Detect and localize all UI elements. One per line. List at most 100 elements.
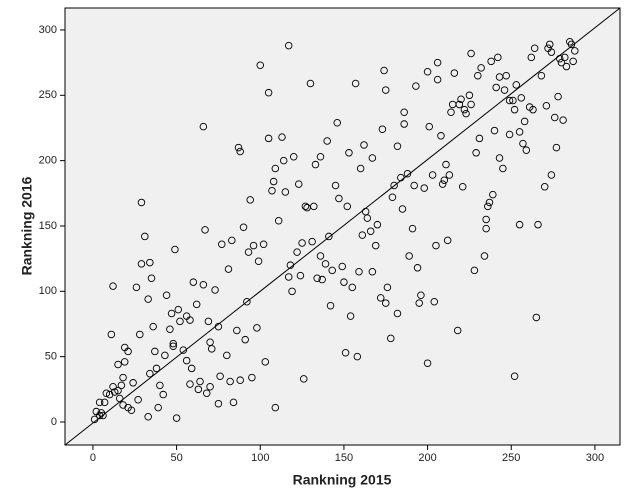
point — [338, 262, 346, 271]
point — [174, 305, 183, 314]
point — [162, 291, 171, 299]
point — [95, 398, 104, 407]
point — [248, 373, 256, 382]
point — [542, 101, 551, 110]
point — [351, 79, 360, 88]
point — [90, 415, 99, 424]
point — [480, 252, 489, 260]
point — [144, 413, 152, 421]
point — [341, 348, 350, 357]
point — [348, 283, 357, 292]
point — [358, 231, 367, 239]
point — [316, 152, 325, 161]
point — [156, 381, 164, 390]
point — [530, 44, 539, 53]
point — [437, 132, 445, 140]
point — [442, 160, 450, 169]
point — [510, 372, 519, 381]
point — [298, 239, 306, 247]
point — [343, 202, 352, 211]
point — [218, 240, 226, 249]
point — [408, 224, 417, 233]
point — [172, 414, 181, 422]
point — [141, 232, 149, 241]
point — [284, 41, 293, 50]
point — [149, 322, 157, 331]
point — [127, 406, 136, 414]
point — [492, 83, 500, 92]
point — [169, 342, 178, 350]
point — [505, 130, 514, 139]
point — [557, 58, 566, 67]
point — [129, 379, 137, 387]
point — [445, 171, 454, 179]
point — [487, 57, 495, 66]
point — [432, 241, 440, 250]
y-tick-label: 100 — [39, 285, 57, 297]
point — [204, 317, 213, 326]
point — [534, 220, 542, 229]
point — [206, 382, 214, 391]
point — [519, 139, 527, 148]
point — [346, 312, 355, 320]
point — [278, 133, 286, 141]
point — [390, 181, 398, 190]
point — [477, 64, 485, 72]
point — [465, 91, 474, 100]
point — [114, 360, 122, 369]
point — [425, 122, 434, 131]
point — [405, 252, 413, 260]
point — [214, 322, 223, 331]
point — [236, 147, 244, 156]
point — [489, 190, 497, 199]
point — [510, 105, 519, 114]
point — [268, 186, 276, 195]
point — [400, 120, 408, 128]
point — [353, 352, 362, 361]
point — [146, 369, 154, 378]
point — [505, 96, 514, 105]
diagonal-line — [64, 7, 621, 446]
point — [326, 301, 335, 310]
point — [134, 396, 142, 404]
point — [100, 398, 109, 407]
point — [420, 184, 428, 192]
point — [236, 376, 244, 384]
point — [378, 125, 387, 134]
point — [380, 66, 388, 75]
point — [490, 126, 499, 135]
point — [211, 286, 219, 294]
point — [271, 403, 280, 412]
point — [567, 40, 576, 49]
point — [224, 265, 233, 273]
point — [259, 240, 268, 249]
point — [552, 143, 561, 152]
point — [485, 198, 494, 207]
point — [253, 324, 261, 332]
point — [119, 373, 127, 382]
point — [556, 54, 564, 63]
point — [306, 79, 315, 88]
point — [109, 382, 117, 391]
point — [509, 96, 517, 105]
point — [301, 202, 310, 211]
point — [460, 105, 469, 114]
point — [161, 351, 169, 360]
point — [502, 71, 510, 80]
point — [223, 351, 231, 360]
point — [428, 171, 437, 179]
point — [202, 389, 211, 398]
point — [109, 282, 117, 290]
point — [475, 134, 484, 143]
point — [457, 95, 465, 103]
point — [114, 386, 122, 395]
point — [345, 149, 353, 157]
y-tick-label: 0 — [51, 416, 57, 428]
point — [229, 398, 238, 407]
point — [154, 403, 162, 412]
point — [443, 236, 452, 245]
point — [269, 177, 278, 186]
point — [515, 220, 524, 229]
point — [467, 49, 475, 58]
